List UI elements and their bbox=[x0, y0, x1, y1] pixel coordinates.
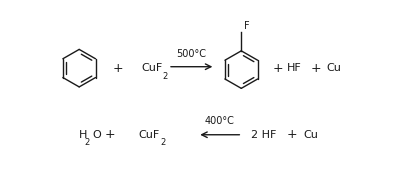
Text: 2: 2 bbox=[163, 72, 168, 81]
Text: 2: 2 bbox=[85, 138, 90, 147]
Text: CuF: CuF bbox=[139, 130, 160, 140]
Text: O: O bbox=[92, 130, 101, 140]
Text: F: F bbox=[244, 20, 249, 31]
Text: +: + bbox=[310, 62, 321, 75]
Text: 2 HF: 2 HF bbox=[252, 130, 277, 140]
Text: +: + bbox=[104, 128, 115, 141]
Text: +: + bbox=[112, 62, 123, 75]
Text: +: + bbox=[273, 62, 284, 75]
Text: 400°C: 400°C bbox=[205, 116, 235, 126]
Text: H: H bbox=[79, 130, 87, 140]
Text: HF: HF bbox=[287, 63, 302, 73]
Text: Cu: Cu bbox=[303, 130, 318, 140]
Text: CuF: CuF bbox=[142, 63, 163, 73]
Text: 500°C: 500°C bbox=[177, 49, 207, 59]
Text: +: + bbox=[286, 128, 297, 141]
Text: 2: 2 bbox=[160, 138, 165, 147]
Text: Cu: Cu bbox=[327, 63, 341, 73]
